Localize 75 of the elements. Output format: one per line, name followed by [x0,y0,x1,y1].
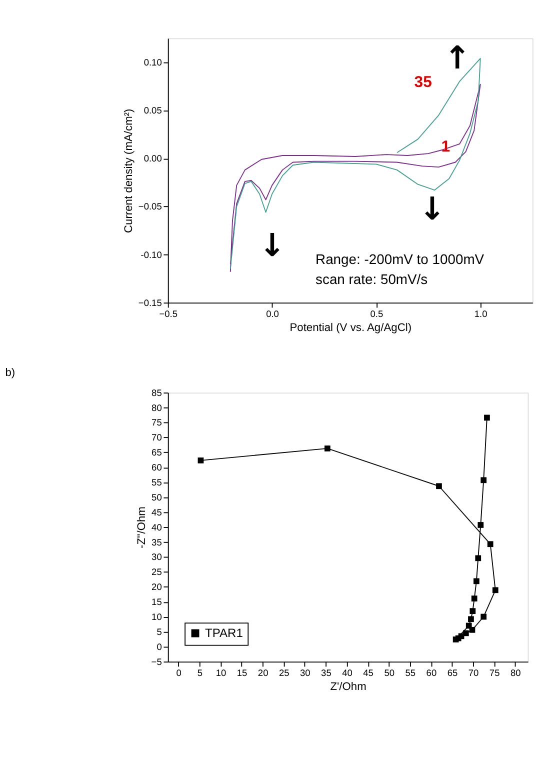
point [471,596,478,602]
y-tick-label: 20 [152,582,162,592]
y-tick-label: 85 [152,388,162,398]
y-tick-label: 70 [152,432,162,443]
x-axis-title: Z'/Ohm [330,680,366,693]
y-tick-label: 40 [152,522,162,532]
annotation: ↓ [418,191,446,228]
y-tick-label: 45 [152,507,162,518]
x-tick-label: 0.5 [370,308,384,319]
x-tick-label: 20 [258,668,268,678]
point [198,457,204,464]
text: b) [5,366,16,379]
y-tick-label: 80 [152,402,162,413]
point [474,578,480,584]
x-tick-label: 45 [363,668,374,678]
x-tick-label: 60 [426,668,437,678]
point [462,630,469,636]
x-tick-label: 75 [489,668,500,678]
x-tick-label: 10 [216,668,226,678]
annotation: 35 [414,74,432,92]
x-axis-title: Potential (V vs. Ag/AgCl) [290,322,412,334]
y-tick-label: 0.05 [144,106,162,116]
point [480,614,487,620]
y-tick-label: 15 [152,597,162,608]
annotation: ↓ [258,228,286,264]
y-tick-label: -0.10 [140,250,162,260]
annotation: scan rate: 50mV/s [316,271,428,288]
y-tick-label: 0.00 [144,154,162,164]
y-tick-label: −0.15 [138,298,162,308]
x-tick-label: 25 [278,668,290,678]
y-tick-label: 30 [152,552,162,562]
x-tick-label: −0.5 [159,308,178,319]
x-tick-label: 80 [510,668,521,678]
y-tick-label: −0.05 [138,202,162,212]
point [484,414,490,421]
x-tick-label: 5 [197,668,203,678]
point [436,483,442,490]
x-tick-label: 30 [300,668,310,678]
y-tick-label: 55 [152,477,162,488]
y-tick-label: 50 [152,492,162,502]
y-tick-label: 0.10 [144,58,162,68]
point [475,555,482,562]
x-tick-label: 15 [236,668,248,678]
y-axis-title: -Z''/Ohm [136,506,148,549]
annotation: Range: -200mV to 1000mV [316,250,485,267]
point [487,541,494,548]
point [478,522,484,528]
y-tick-label: −5 [151,656,162,667]
x-tick-label: 40 [342,668,352,678]
x-tick-label: 55 [405,668,416,678]
x-tick-label: 0.0 [266,308,279,319]
x-tick-label: 35 [321,668,332,678]
point [492,587,498,594]
x-tick-label: 50 [384,668,395,678]
x-tick-label: 1.0 [474,308,488,319]
point [452,636,459,642]
y-tick-label: 0 [156,642,162,652]
annotation: ↑ [444,40,471,77]
y-tick-label: 75 [152,418,162,428]
y-tick-label: 65 [152,448,162,458]
point [466,622,472,629]
legend-label: TPAR1 [204,626,244,640]
y-tick-label: 35 [152,537,162,548]
y-tick-label: 5 [156,626,162,637]
y-axis-title: Current density (mA/cm²) [122,108,135,234]
y-tick-label: 25 [152,567,162,578]
point [470,608,476,614]
point [480,477,487,484]
x-tick-label: 70 [468,668,479,678]
y-tick-label: 60 [152,462,162,473]
point [324,446,330,452]
x-tick-label: 65 [447,668,458,678]
point [468,616,474,622]
y-tick-label: 10 [152,612,162,622]
x-tick-label: 0 [176,668,182,678]
